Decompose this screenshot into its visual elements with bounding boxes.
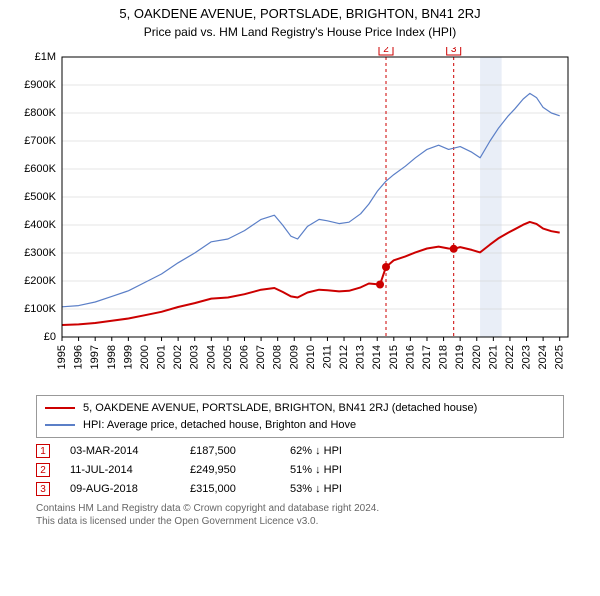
- transaction-date: 11-JUL-2014: [70, 464, 170, 476]
- footer-line-2: This data is licensed under the Open Gov…: [36, 515, 564, 528]
- footer-line-1: Contains HM Land Registry data © Crown c…: [36, 502, 564, 515]
- svg-text:£900K: £900K: [24, 79, 56, 91]
- svg-text:2019: 2019: [454, 345, 466, 369]
- svg-text:1996: 1996: [73, 345, 85, 369]
- svg-text:£600K: £600K: [24, 163, 56, 175]
- svg-text:3: 3: [451, 47, 457, 55]
- svg-text:2013: 2013: [355, 345, 367, 369]
- svg-text:2016: 2016: [404, 345, 416, 369]
- svg-text:2025: 2025: [554, 345, 566, 369]
- svg-text:£400K: £400K: [24, 219, 56, 231]
- transaction-badge: 3: [36, 482, 50, 496]
- svg-text:2008: 2008: [272, 345, 284, 369]
- svg-text:£0: £0: [44, 331, 56, 343]
- svg-text:1997: 1997: [89, 345, 101, 369]
- transaction-row: 3 09-AUG-2018 £315,000 53% ↓ HPI: [36, 482, 564, 496]
- svg-text:2023: 2023: [521, 345, 533, 369]
- svg-text:2: 2: [383, 47, 389, 55]
- legend-label: 5, OAKDENE AVENUE, PORTSLADE, BRIGHTON, …: [83, 400, 477, 417]
- line-chart: £0 £100K £200K £300K £400K £500K £600K £700K £80…: [12, 47, 588, 387]
- svg-text:2012: 2012: [338, 345, 350, 369]
- svg-text:2006: 2006: [238, 345, 250, 369]
- transaction-badge: 1: [36, 444, 50, 458]
- footer: Contains HM Land Registry data © Crown c…: [36, 502, 564, 528]
- svg-text:£200K: £200K: [24, 275, 56, 287]
- svg-text:2005: 2005: [222, 345, 234, 369]
- transaction-row: 2 11-JUL-2014 £249,950 51% ↓ HPI: [36, 463, 564, 477]
- svg-text:2021: 2021: [487, 345, 499, 369]
- svg-text:2004: 2004: [205, 345, 217, 369]
- transaction-row: 1 03-MAR-2014 £187,500 62% ↓ HPI: [36, 444, 564, 458]
- svg-text:1998: 1998: [106, 345, 118, 369]
- svg-text:2015: 2015: [388, 345, 400, 369]
- svg-text:2020: 2020: [471, 345, 483, 369]
- svg-text:2009: 2009: [288, 345, 300, 369]
- svg-text:2014: 2014: [371, 345, 383, 369]
- svg-text:2003: 2003: [189, 345, 201, 369]
- transactions-table: 1 03-MAR-2014 £187,500 62% ↓ HPI 2 11-JUL-201…: [36, 444, 564, 496]
- transaction-date: 03-MAR-2014: [70, 445, 170, 457]
- page-subtitle: Price paid vs. HM Land Registry's House …: [0, 25, 600, 39]
- svg-text:1995: 1995: [56, 345, 68, 369]
- transaction-delta: 62% ↓ HPI: [290, 445, 370, 457]
- svg-text:2007: 2007: [255, 345, 267, 369]
- svg-text:1999: 1999: [122, 345, 134, 369]
- svg-text:2022: 2022: [504, 345, 516, 369]
- transaction-delta: 51% ↓ HPI: [290, 464, 370, 476]
- svg-text:2010: 2010: [305, 345, 317, 369]
- svg-text:2017: 2017: [421, 345, 433, 369]
- svg-text:2011: 2011: [321, 345, 333, 369]
- svg-text:£700K: £700K: [24, 135, 56, 147]
- transaction-date: 09-AUG-2018: [70, 483, 170, 495]
- svg-text:£500K: £500K: [24, 191, 56, 203]
- legend: 5, OAKDENE AVENUE, PORTSLADE, BRIGHTON, …: [36, 395, 564, 438]
- svg-text:£800K: £800K: [24, 107, 56, 119]
- legend-swatch: [45, 407, 75, 409]
- svg-text:2024: 2024: [537, 345, 549, 369]
- legend-swatch: [45, 424, 75, 426]
- svg-text:2018: 2018: [438, 345, 450, 369]
- svg-text:£300K: £300K: [24, 247, 56, 259]
- legend-label: HPI: Average price, detached house, Brig…: [83, 417, 356, 434]
- transaction-price: £187,500: [190, 445, 270, 457]
- transaction-badge: 2: [36, 463, 50, 477]
- transaction-price: £315,000: [190, 483, 270, 495]
- svg-text:2000: 2000: [139, 345, 151, 369]
- legend-row: 5, OAKDENE AVENUE, PORTSLADE, BRIGHTON, …: [45, 400, 555, 417]
- legend-row: HPI: Average price, detached house, Brig…: [45, 417, 555, 434]
- svg-text:2002: 2002: [172, 345, 184, 369]
- transaction-delta: 53% ↓ HPI: [290, 483, 370, 495]
- chart-container: £0 £100K £200K £300K £400K £500K £600K £700K £80…: [12, 47, 588, 387]
- svg-text:£100K: £100K: [24, 303, 56, 315]
- svg-text:£1M: £1M: [35, 51, 56, 63]
- page-title: 5, OAKDENE AVENUE, PORTSLADE, BRIGHTON, …: [0, 6, 600, 21]
- transaction-price: £249,950: [190, 464, 270, 476]
- svg-text:2001: 2001: [156, 345, 168, 369]
